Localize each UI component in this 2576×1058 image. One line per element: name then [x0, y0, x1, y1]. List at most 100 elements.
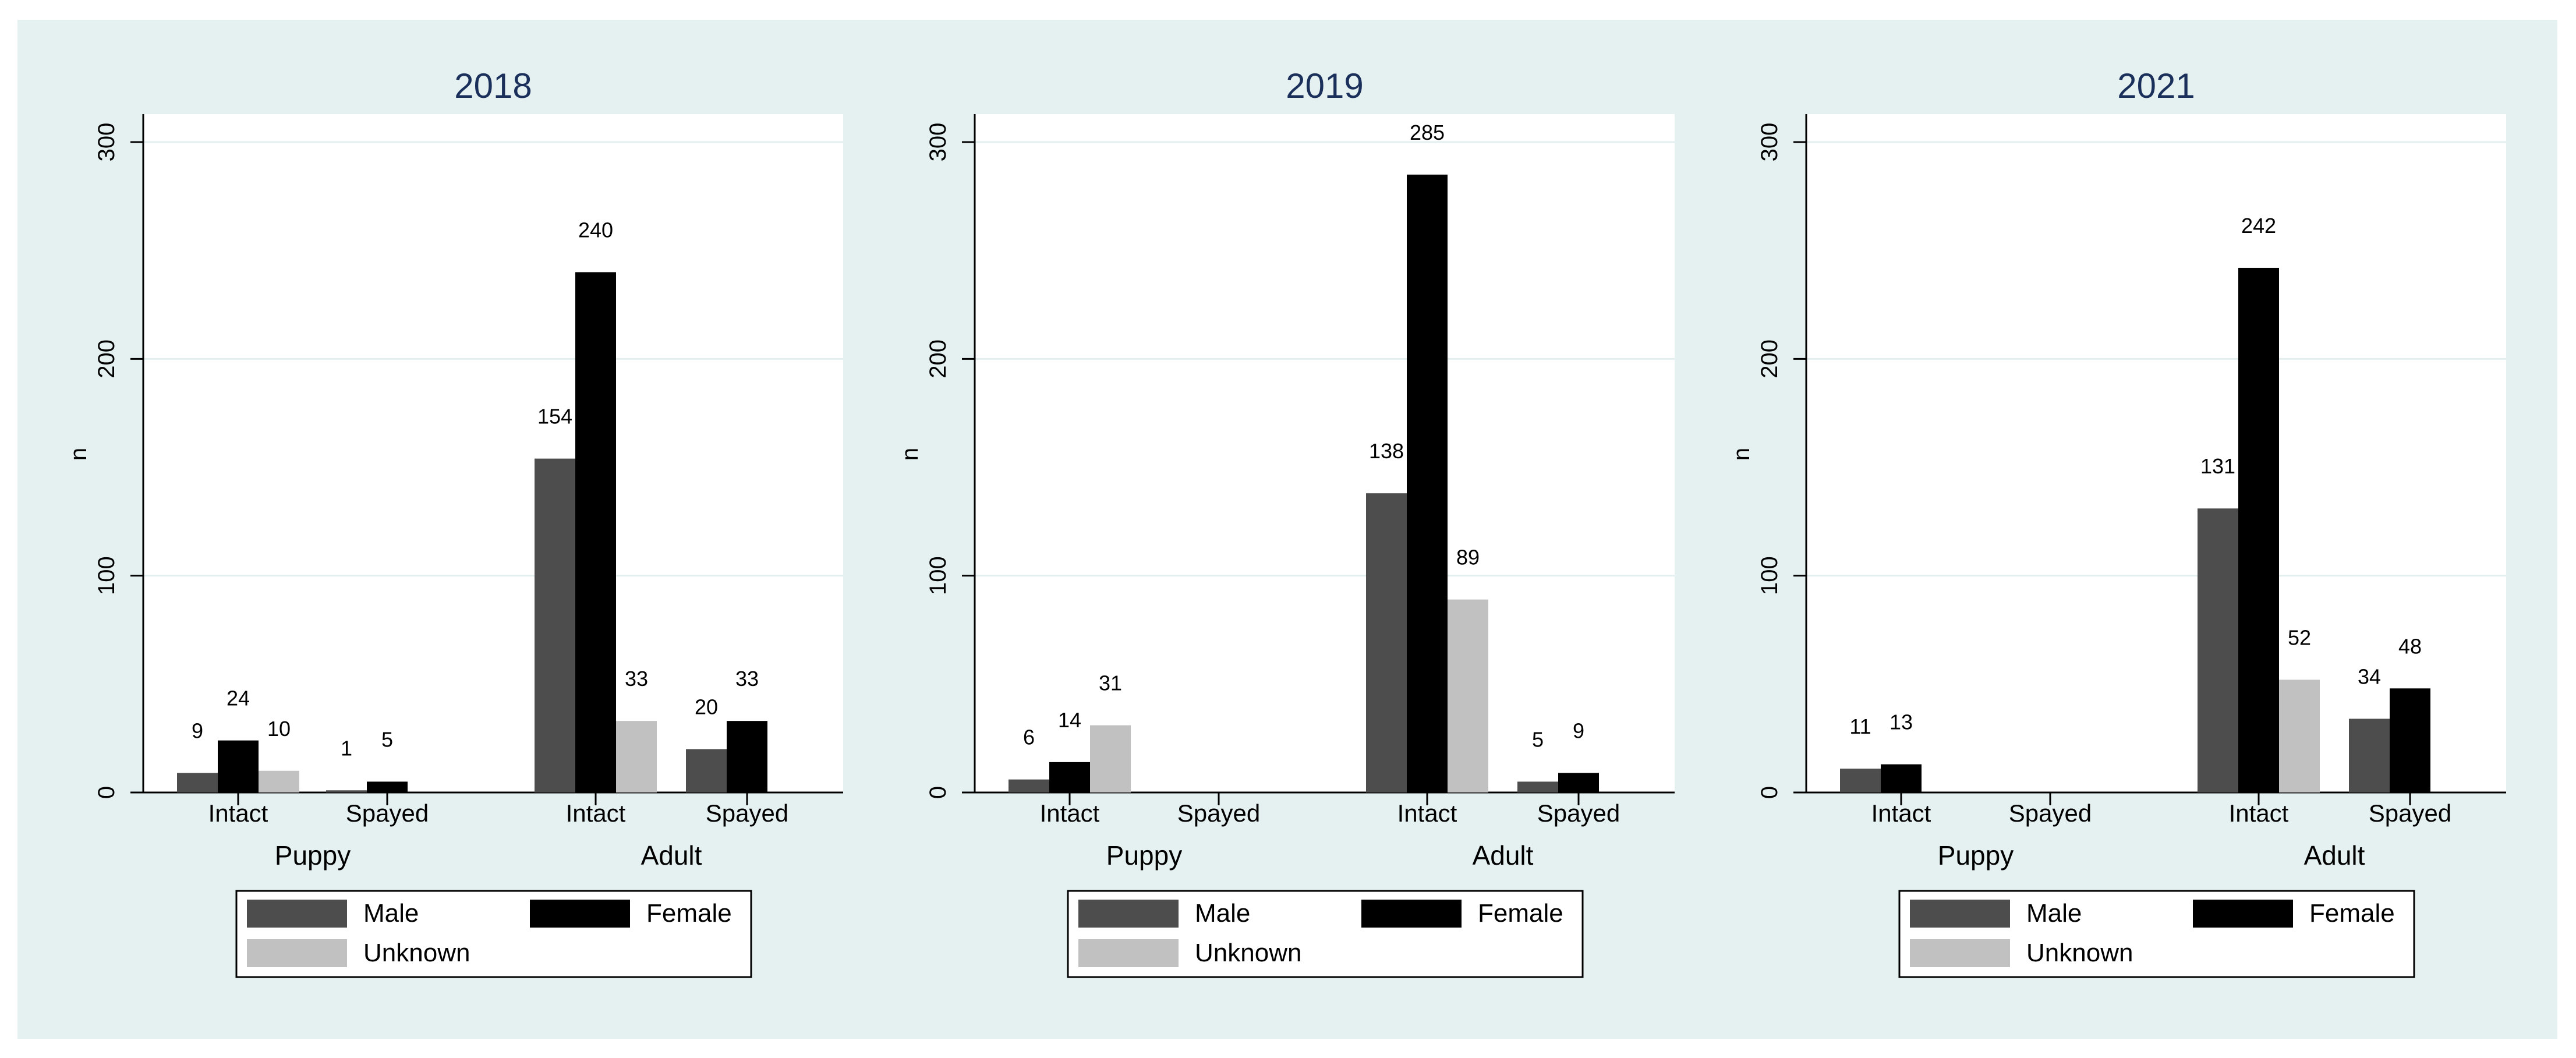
chart-panel-2019: 0 100 200 300 n 2019 6 14 31 Intact Spayed Puppy 138…: [897, 66, 1675, 978]
plot-area: [975, 114, 1675, 792]
bar-value-label: 20: [695, 695, 718, 719]
bar-unknown: [259, 770, 299, 792]
y-tick-label: 0: [94, 786, 119, 799]
x-group-label: Puppy: [1106, 840, 1182, 871]
bar-female: [2390, 688, 2430, 792]
legend-swatch-unknown: [247, 939, 347, 967]
bar-female: [218, 740, 259, 792]
bar-value-label: 131: [2200, 454, 2235, 478]
bar-value-label: 52: [2288, 625, 2311, 649]
bar-value-label: 9: [1573, 719, 1584, 742]
x-group-label: Puppy: [1938, 840, 2014, 871]
bar-male: [1840, 769, 1881, 792]
bar-value-label: 9: [192, 719, 203, 742]
bar-male: [2349, 719, 2390, 792]
y-tick-label: 300: [94, 123, 119, 162]
legend-swatch-unknown: [1078, 939, 1179, 967]
legend-swatch-unknown: [1910, 939, 2010, 967]
bar-value-label: 1: [341, 736, 352, 760]
bar-female: [1558, 773, 1599, 792]
bar-male: [1009, 779, 1049, 792]
y-tick-label: 200: [1757, 339, 1782, 378]
y-tick-label: 300: [925, 123, 951, 162]
bar-unknown: [616, 721, 657, 792]
legend-swatch-female: [530, 900, 630, 928]
x-group-label: Puppy: [275, 840, 351, 871]
legend: Male Female Unknown: [235, 890, 752, 978]
legend-label-male: Male: [2026, 899, 2082, 928]
bar-value-label: 240: [578, 218, 613, 242]
legend-label-male: Male: [363, 899, 419, 928]
bar-value-label: 5: [381, 727, 393, 751]
bar-female: [1881, 764, 1922, 792]
x-group-label: Adult: [1473, 840, 1534, 871]
bar-female: [727, 721, 767, 792]
bar-male: [326, 790, 367, 792]
bar-value-label: 34: [2358, 664, 2381, 688]
x-category-label: Intact: [566, 799, 626, 827]
y-tick-label: 200: [94, 339, 119, 378]
bar-male: [686, 749, 727, 792]
bar-unknown: [1090, 725, 1131, 792]
legend-label-female: Female: [1478, 899, 1563, 928]
y-axis-label: n: [1729, 448, 1754, 461]
y-tick-label: 100: [1757, 556, 1782, 595]
bar-female: [575, 272, 616, 792]
chart-title: 2019: [1286, 66, 1363, 105]
bar-value-label: 33: [625, 667, 648, 691]
bar-value-label: 285: [1410, 121, 1445, 144]
bar-value-label: 33: [735, 667, 759, 691]
y-tick-label: 300: [1757, 123, 1782, 162]
bar-value-label: 89: [1456, 546, 1480, 569]
bar-value-label: 6: [1023, 726, 1035, 749]
chart-title: 2018: [454, 66, 532, 105]
legend-label-unknown: Unknown: [1195, 939, 1301, 967]
chart-title: 2021: [2117, 66, 2195, 105]
y-tick-label: 0: [1757, 786, 1782, 799]
bar-unknown: [2279, 680, 2320, 792]
bar-female: [1407, 174, 1448, 793]
bar-value-label: 11: [1849, 714, 1871, 738]
bar-value-label: 5: [1532, 727, 1544, 751]
chart-panel-2021: 0 100 200 300 n 2021 11 13 Intact Spayed Puppy 131 2…: [1729, 66, 2506, 978]
bar-value-label: 24: [227, 687, 250, 710]
bar-value-label: 138: [1369, 439, 1404, 463]
y-axis-label: n: [897, 448, 923, 461]
bar-value-label: 154: [537, 405, 572, 429]
x-category-label: Intact: [208, 799, 268, 827]
legend-swatch-male: [247, 900, 347, 928]
y-tick-label: 100: [94, 556, 119, 595]
bar-value-label: 31: [1099, 671, 1122, 695]
legend-swatch-male: [1078, 900, 1179, 928]
bar-value-label: 242: [2241, 214, 2276, 238]
legend-swatch-female: [2193, 900, 2293, 928]
y-tick-label: 200: [925, 339, 951, 378]
x-category-label: Intact: [1040, 799, 1100, 827]
plot-area: [1806, 114, 2506, 792]
x-category-label: Spayed: [1177, 799, 1260, 827]
chart-panel-2018: 0 100 200 300 n 2018 9 24 10 Intact 1 5 Spayed Puppy 1…: [66, 66, 843, 978]
x-group-label: Adult: [641, 840, 702, 871]
bar-female: [2238, 267, 2279, 792]
bar-value-label: 48: [2398, 634, 2422, 658]
y-tick-label: 0: [925, 786, 951, 799]
x-category-label: Spayed: [2009, 799, 2092, 827]
bar-female: [1049, 762, 1090, 792]
bar-female: [367, 781, 408, 792]
x-category-label: Intact: [1397, 799, 1457, 827]
x-group-label: Adult: [2304, 840, 2365, 871]
legend: Male Female Unknown: [1067, 890, 1584, 978]
bar-male: [2198, 508, 2238, 792]
bar-male: [535, 458, 575, 792]
legend: Male Female Unknown: [1898, 890, 2415, 978]
bar-male: [177, 773, 218, 792]
legend-label-unknown: Unknown: [2026, 939, 2133, 967]
x-category-label: Intact: [2229, 799, 2289, 827]
x-category-label: Intact: [1871, 799, 1931, 827]
y-axis-label: n: [66, 448, 91, 461]
bar-value-label: 10: [267, 717, 291, 741]
plot-area: [143, 114, 843, 792]
bar-value-label: 14: [1058, 708, 1081, 732]
bar-value-label: 13: [1889, 710, 1913, 734]
